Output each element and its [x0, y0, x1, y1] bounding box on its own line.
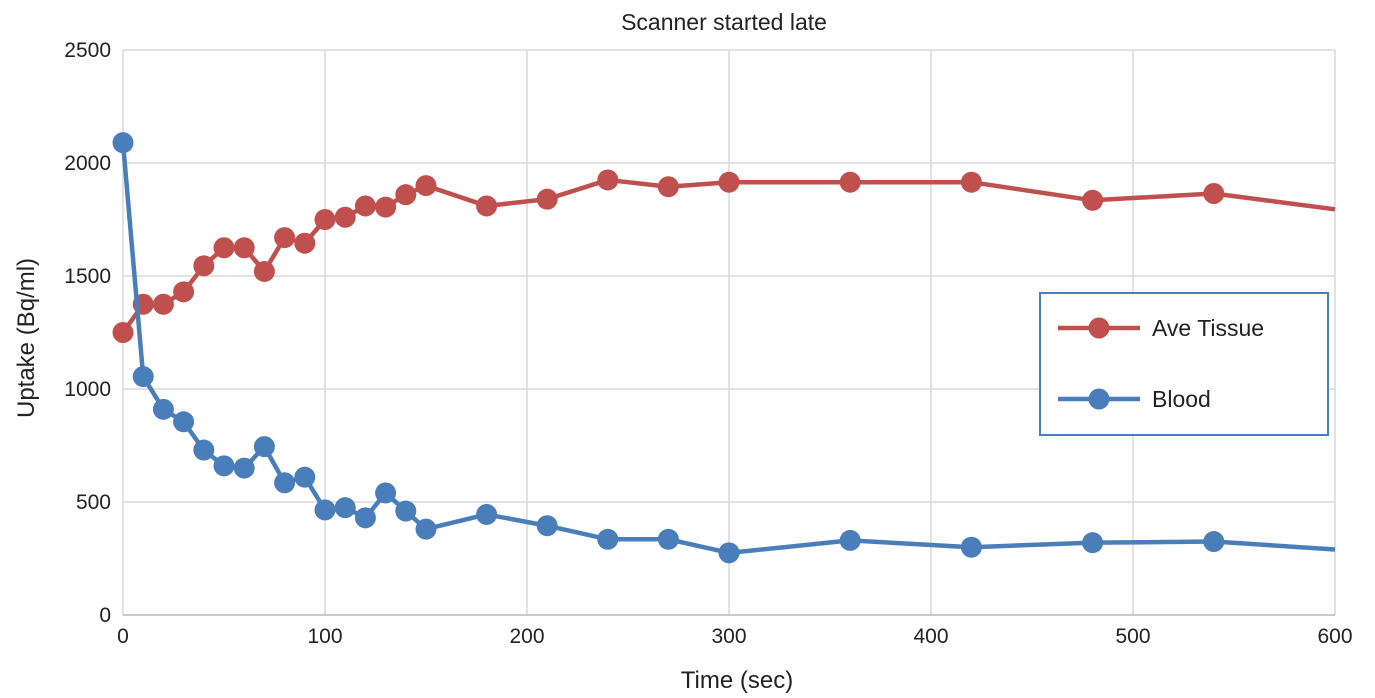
data-point	[253, 260, 275, 282]
data-point	[274, 472, 296, 494]
data-point	[1203, 183, 1225, 205]
y-tick-label: 2500	[64, 39, 111, 62]
data-point	[314, 499, 336, 521]
data-point	[415, 518, 437, 540]
data-point	[597, 528, 619, 550]
data-point	[152, 293, 174, 315]
data-point	[1082, 189, 1104, 211]
y-tick-label: 1000	[64, 378, 111, 401]
legend-label: Blood	[1152, 386, 1211, 412]
data-point	[173, 281, 195, 303]
series-blood	[112, 132, 1336, 564]
x-tick-label: 200	[509, 625, 544, 648]
data-point	[1203, 531, 1225, 553]
data-point	[213, 237, 235, 259]
data-point	[233, 457, 255, 479]
data-point	[193, 439, 215, 461]
data-point	[152, 398, 174, 420]
data-point	[132, 366, 154, 388]
data-point	[839, 171, 861, 193]
x-tick-label: 300	[711, 625, 746, 648]
y-tick-label: 2000	[64, 152, 111, 175]
x-tick-label: 400	[913, 625, 948, 648]
data-point	[657, 176, 679, 198]
data-point	[334, 497, 356, 519]
series-group	[112, 132, 1336, 564]
data-point	[253, 436, 275, 458]
data-point	[294, 466, 316, 488]
data-point	[112, 132, 134, 154]
legend-box	[1039, 292, 1329, 436]
data-point	[173, 411, 195, 433]
y-tick-label: 500	[76, 491, 111, 514]
x-tick-label: 500	[1115, 625, 1150, 648]
data-point	[233, 237, 255, 259]
x-tick-label: 0	[117, 625, 129, 648]
data-point	[213, 455, 235, 477]
data-point	[334, 206, 356, 228]
data-point	[718, 171, 740, 193]
y-tick-labels: 0 500 1000 1500 2000 2500	[64, 39, 111, 627]
data-point	[395, 184, 417, 206]
data-point	[415, 175, 437, 197]
legend: Ave Tissue Blood	[1039, 292, 1329, 436]
y-tick-label: 1500	[64, 265, 111, 288]
data-point	[375, 196, 397, 218]
data-point	[112, 322, 134, 343]
data-point	[597, 169, 619, 191]
data-point	[354, 507, 376, 529]
x-tick-label: 600	[1317, 625, 1352, 648]
series-ave-tissue	[112, 169, 1336, 343]
data-point	[536, 515, 558, 537]
legend-marker	[1088, 317, 1110, 339]
data-point	[476, 503, 498, 525]
data-point	[193, 255, 215, 277]
data-point	[657, 528, 679, 550]
y-axis-label: Uptake (Bq/ml)	[13, 258, 40, 418]
data-point	[960, 171, 982, 193]
data-point	[718, 542, 740, 564]
data-point	[1082, 532, 1104, 554]
data-point	[274, 227, 296, 249]
data-point	[375, 482, 397, 504]
legend-label: Ave Tissue	[1152, 315, 1264, 341]
data-point	[294, 232, 316, 254]
legend-marker	[1088, 388, 1110, 410]
x-axis-label: Time (sec)	[681, 667, 793, 694]
data-point	[395, 500, 417, 522]
y-tick-label: 0	[99, 604, 111, 627]
x-tick-label: 100	[307, 625, 342, 648]
legend-item: Blood	[1058, 386, 1211, 412]
data-point	[536, 188, 558, 210]
legend-item: Ave Tissue	[1058, 315, 1264, 341]
data-point	[354, 195, 376, 217]
x-tick-labels: 0 100 200 300 400 500 600	[117, 625, 1352, 648]
data-point	[960, 536, 982, 558]
chart-title: Scanner started late	[621, 9, 827, 35]
data-point	[839, 529, 861, 551]
data-point	[476, 195, 498, 217]
data-point	[314, 209, 336, 230]
